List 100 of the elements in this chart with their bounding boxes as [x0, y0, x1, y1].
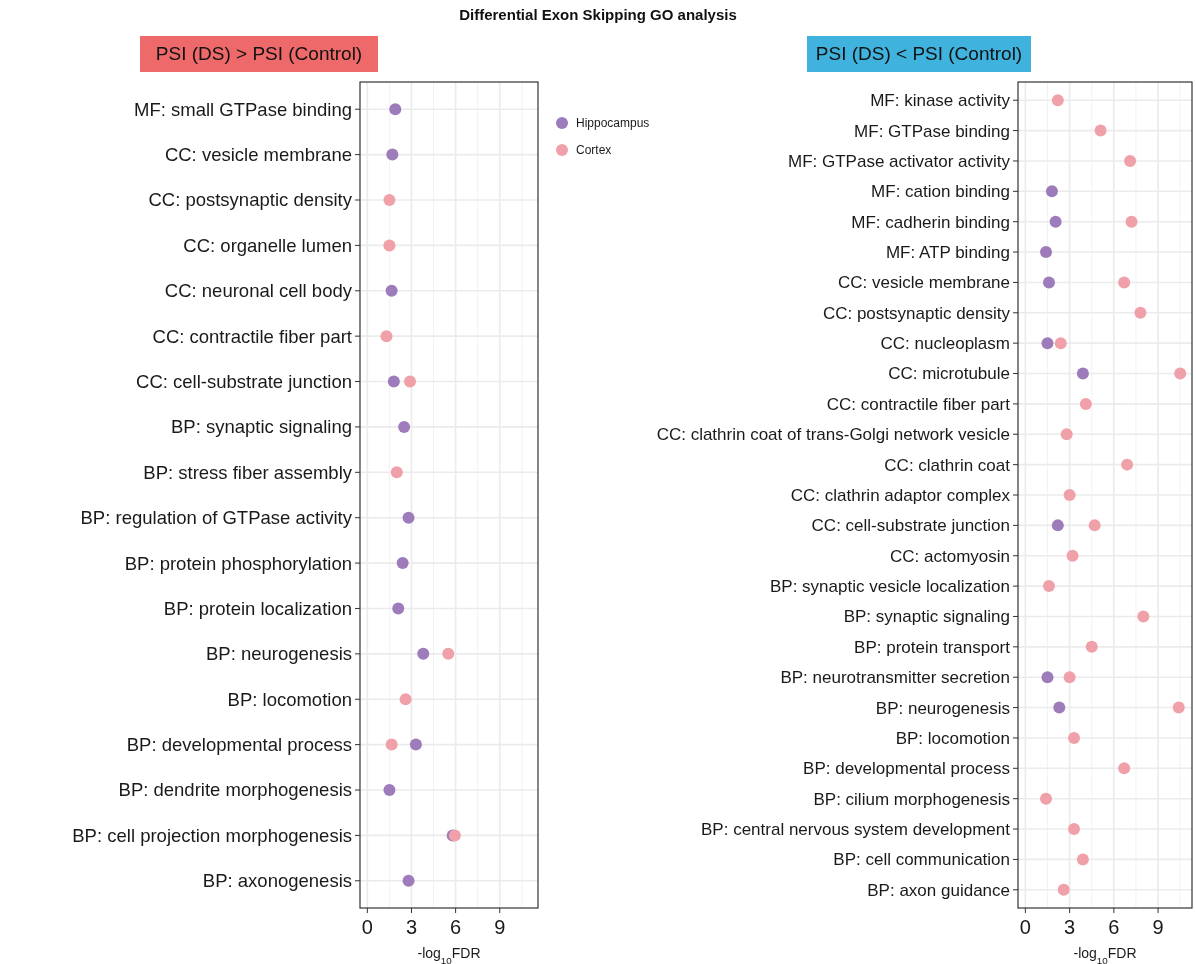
y-tick-label: BP: locomotion — [895, 728, 1010, 748]
point — [399, 693, 412, 706]
point — [386, 148, 399, 161]
y-tick-label: BP: neurogenesis — [205, 643, 352, 665]
point — [1041, 671, 1054, 684]
point — [1049, 215, 1062, 228]
point — [398, 420, 411, 433]
point — [1094, 124, 1107, 137]
y-tick-label: MF: GTPase binding — [854, 121, 1010, 141]
x-tick-label: 3 — [1064, 916, 1076, 938]
y-tick-label: MF: kinase activity — [870, 91, 1011, 111]
point — [402, 874, 415, 887]
y-tick-label: CC: organelle lumen — [183, 234, 352, 256]
point — [1118, 276, 1131, 289]
point — [1040, 792, 1053, 805]
point — [383, 194, 396, 206]
point — [390, 466, 403, 479]
y-tick-label: CC: postsynaptic density — [822, 303, 1011, 323]
point — [409, 738, 422, 751]
y-tick-label: CC: clathrin adaptor complex — [790, 485, 1011, 505]
point — [1068, 731, 1081, 744]
y-tick-label: BP: locomotion — [227, 688, 352, 710]
y-tick-label: BP: synaptic signaling — [171, 416, 352, 438]
point — [1088, 519, 1101, 532]
y-tick-label: BP: cilium morphogenesis — [813, 789, 1010, 809]
point — [1068, 823, 1081, 836]
y-tick-label: BP: protein phosphorylation — [124, 552, 352, 574]
y-tick-label: CC: vesicle membrane — [838, 273, 1010, 293]
point — [1124, 154, 1137, 167]
x-tick-label: 6 — [450, 916, 462, 938]
point — [1121, 458, 1134, 471]
y-tick-label: BP: synaptic signaling — [843, 607, 1010, 627]
y-tick-label: CC: vesicle membrane — [164, 144, 352, 166]
y-tick-label: BP: dendrite morphogenesis — [118, 779, 352, 801]
point — [1085, 640, 1098, 653]
y-tick-label: BP: developmental process — [126, 734, 352, 756]
point — [1045, 185, 1058, 198]
y-tick-label: BP: axonogenesis — [202, 870, 352, 892]
y-tick-label: BP: protein transport — [854, 637, 1011, 657]
y-tick-label: BP: central nervous system development — [701, 819, 1011, 839]
x-tick-label: 9 — [1152, 916, 1164, 938]
y-tick-label: CC: nucleoplasm — [880, 334, 1010, 354]
y-tick-label: MF: GTPase activator activity — [788, 151, 1011, 171]
point — [385, 284, 398, 297]
y-tick-label: BP: developmental process — [803, 759, 1010, 779]
point — [1042, 580, 1055, 593]
point — [1060, 428, 1073, 441]
y-tick-label: CC: actomyosin — [890, 546, 1010, 566]
y-tick-label: CC: contractile fiber part — [152, 325, 352, 347]
point — [417, 647, 430, 660]
y-tick-label: BP: axon guidance — [867, 880, 1010, 900]
x-tick-label: 6 — [1108, 916, 1120, 938]
point — [1051, 94, 1064, 107]
point — [1040, 246, 1053, 259]
point — [383, 239, 396, 252]
y-tick-label: BP: cell communication — [833, 850, 1010, 870]
y-tick-label: CC: cell-substrate junction — [811, 516, 1010, 536]
y-tick-label: BP: regulation of GTPase activity — [80, 507, 353, 529]
point — [1118, 762, 1131, 775]
point — [387, 375, 400, 388]
y-tick-label: BP: synaptic vesicle localization — [769, 577, 1010, 597]
point — [1079, 397, 1092, 410]
point — [1076, 853, 1089, 866]
y-tick-label: MF: ATP binding — [885, 243, 1010, 263]
point — [396, 557, 409, 570]
point — [1042, 276, 1055, 289]
x-axis-title: -log$_{10}$FDR — [417, 945, 481, 964]
point — [1054, 337, 1067, 350]
point — [442, 647, 455, 660]
y-tick-label: BP: neurotransmitter secretion — [780, 668, 1010, 688]
point — [1125, 215, 1138, 228]
point — [380, 330, 393, 343]
y-tick-label: MF: small GTPase binding — [134, 98, 352, 120]
point — [404, 375, 417, 388]
y-tick-label: CC: cell-substrate junction — [136, 371, 352, 393]
y-tick-label: BP: neurogenesis — [875, 698, 1010, 718]
point — [1051, 519, 1064, 532]
point — [1053, 701, 1066, 714]
y-tick-label: BP: cell projection morphogenesis — [72, 824, 352, 846]
y-tick-label: BP: stress fiber assembly — [143, 461, 353, 483]
point — [1066, 549, 1079, 562]
y-tick-label: CC: clathrin coat — [884, 455, 1011, 475]
text: Differential Exon Skipping GO analysis — [459, 6, 737, 23]
point — [385, 738, 398, 751]
x-tick-label: 3 — [405, 916, 418, 938]
x-tick-label: 0 — [361, 916, 373, 938]
point — [1174, 367, 1187, 380]
chart-subtitle: PSI (DS) < PSI (Control) — [815, 43, 1023, 64]
point — [389, 103, 402, 116]
y-tick-label: CC: neuronal cell body — [164, 280, 353, 302]
point — [1134, 306, 1147, 319]
x-tick-label: 9 — [494, 916, 506, 938]
y-tick-label: CC: contractile fiber part — [826, 394, 1011, 414]
legend-label: Hippocampus — [576, 116, 650, 131]
point — [1063, 671, 1076, 684]
legend-label: Cortex — [576, 143, 612, 158]
x-axis-title: -log$_{10}$FDR — [1073, 945, 1137, 964]
point — [1137, 610, 1150, 623]
y-tick-label: CC: microtubule — [888, 364, 1010, 384]
point — [383, 784, 396, 796]
